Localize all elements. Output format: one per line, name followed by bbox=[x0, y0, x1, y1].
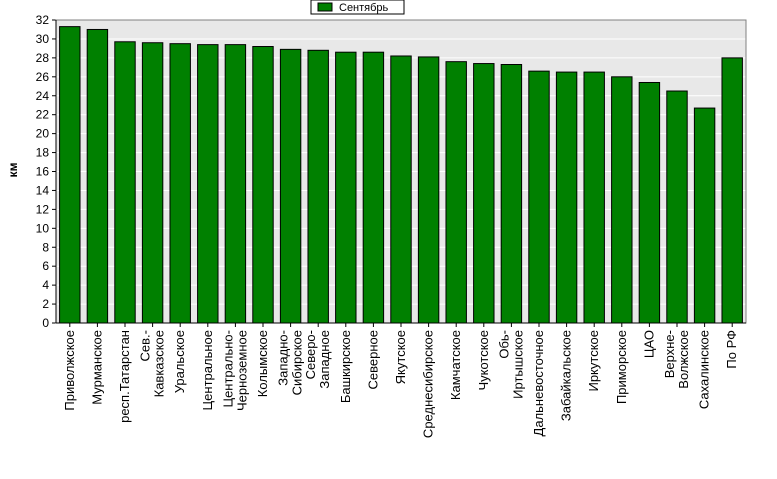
x-category-label: Забайкальское bbox=[559, 330, 574, 421]
legend-label: Сентябрь bbox=[339, 2, 389, 14]
bar bbox=[197, 44, 219, 324]
axes bbox=[52, 19, 747, 327]
x-category-label: Верхне- bbox=[662, 330, 677, 378]
x-category-label: Камчатское bbox=[448, 330, 463, 400]
bar bbox=[335, 51, 357, 324]
x-category-label: Северо- bbox=[303, 330, 318, 379]
bar bbox=[721, 57, 743, 324]
x-category-label: Приморское bbox=[614, 330, 629, 404]
y-tick-label: 32 bbox=[36, 13, 50, 27]
x-category-label: Волжское bbox=[676, 330, 691, 389]
x-category-label: Башкирское bbox=[338, 330, 353, 403]
bar bbox=[307, 49, 329, 324]
bar bbox=[390, 55, 412, 324]
x-category-label: Мурманское bbox=[89, 330, 104, 405]
x-category-label: Центральное bbox=[200, 330, 215, 410]
legend-box bbox=[310, 0, 405, 15]
x-category-label: Сибирское bbox=[290, 330, 305, 395]
y-tick-label: 6 bbox=[42, 259, 49, 273]
y-tick-label: 18 bbox=[36, 146, 50, 160]
x-category-label: Центрально- bbox=[220, 330, 235, 408]
bar bbox=[252, 46, 274, 324]
x-category-label: респ.Татарстан bbox=[117, 330, 132, 423]
bar bbox=[362, 51, 385, 324]
bar bbox=[141, 42, 164, 324]
legend-swatch bbox=[317, 2, 333, 12]
y-tick-label: 30 bbox=[36, 32, 50, 46]
x-category-label: Дальневосточное bbox=[531, 330, 546, 436]
bar bbox=[693, 107, 716, 324]
y-tick-label: 20 bbox=[36, 127, 50, 141]
x-category-label: Обь- bbox=[496, 330, 511, 359]
x-category-label: Сахалинское bbox=[697, 330, 712, 409]
bar bbox=[611, 76, 633, 324]
x-category-label: Колымское bbox=[255, 330, 270, 397]
x-category-label: Приволжское bbox=[62, 330, 77, 411]
x-category-label: Западно- bbox=[276, 330, 291, 386]
y-tick-label: 22 bbox=[36, 108, 50, 122]
x-category-label: Западное bbox=[317, 330, 332, 389]
x-category-label: Уральское bbox=[172, 330, 187, 393]
bar bbox=[473, 63, 495, 324]
bar bbox=[583, 71, 605, 324]
x-category-label: Иркутское bbox=[586, 330, 601, 392]
y-tick-label: 12 bbox=[36, 202, 50, 216]
y-tick-label: 4 bbox=[42, 278, 49, 292]
bar bbox=[555, 71, 578, 324]
y-tick-label: 28 bbox=[36, 51, 50, 65]
bar bbox=[528, 70, 550, 324]
x-category-label: Кавказское bbox=[152, 330, 167, 397]
bar bbox=[666, 90, 688, 324]
bar bbox=[169, 43, 191, 324]
y-tick-label: 10 bbox=[36, 221, 50, 235]
bar bbox=[59, 26, 81, 324]
x-category-label: Северное bbox=[365, 330, 380, 389]
x-category-label: Черноземное bbox=[234, 330, 249, 411]
bar bbox=[445, 61, 467, 324]
x-category-label: Иртышское bbox=[510, 330, 525, 399]
y-tick-label: 8 bbox=[42, 240, 49, 254]
bar bbox=[638, 81, 661, 324]
y-tick-label: 0 bbox=[42, 316, 49, 330]
bar bbox=[417, 56, 440, 324]
y-tick-label: 2 bbox=[42, 297, 49, 311]
bars bbox=[59, 26, 743, 324]
x-category-label: Среднесибирское bbox=[421, 330, 436, 438]
x-category-label: ЦАО bbox=[641, 330, 656, 358]
bar bbox=[500, 64, 523, 324]
bar bbox=[279, 48, 302, 324]
y-axis-title: км bbox=[6, 162, 20, 177]
x-category-label: Сев.- bbox=[138, 330, 153, 361]
x-category-label: Чукотское bbox=[476, 330, 491, 391]
bar bbox=[114, 41, 136, 324]
bar bbox=[224, 44, 247, 324]
y-tick-label: 16 bbox=[36, 165, 50, 179]
y-tick-label: 26 bbox=[36, 70, 50, 84]
legend: Сентябрь bbox=[310, 0, 405, 15]
x-category-label: Якутское bbox=[393, 330, 408, 384]
x-category-labels: Приволжское Мурманское респ.Татарстан Сев.-… bbox=[62, 330, 739, 438]
y-tick-label: 24 bbox=[36, 89, 50, 103]
x-category-label: По РФ bbox=[724, 330, 739, 369]
bar bbox=[86, 28, 109, 324]
y-tick-label: 14 bbox=[36, 183, 50, 197]
